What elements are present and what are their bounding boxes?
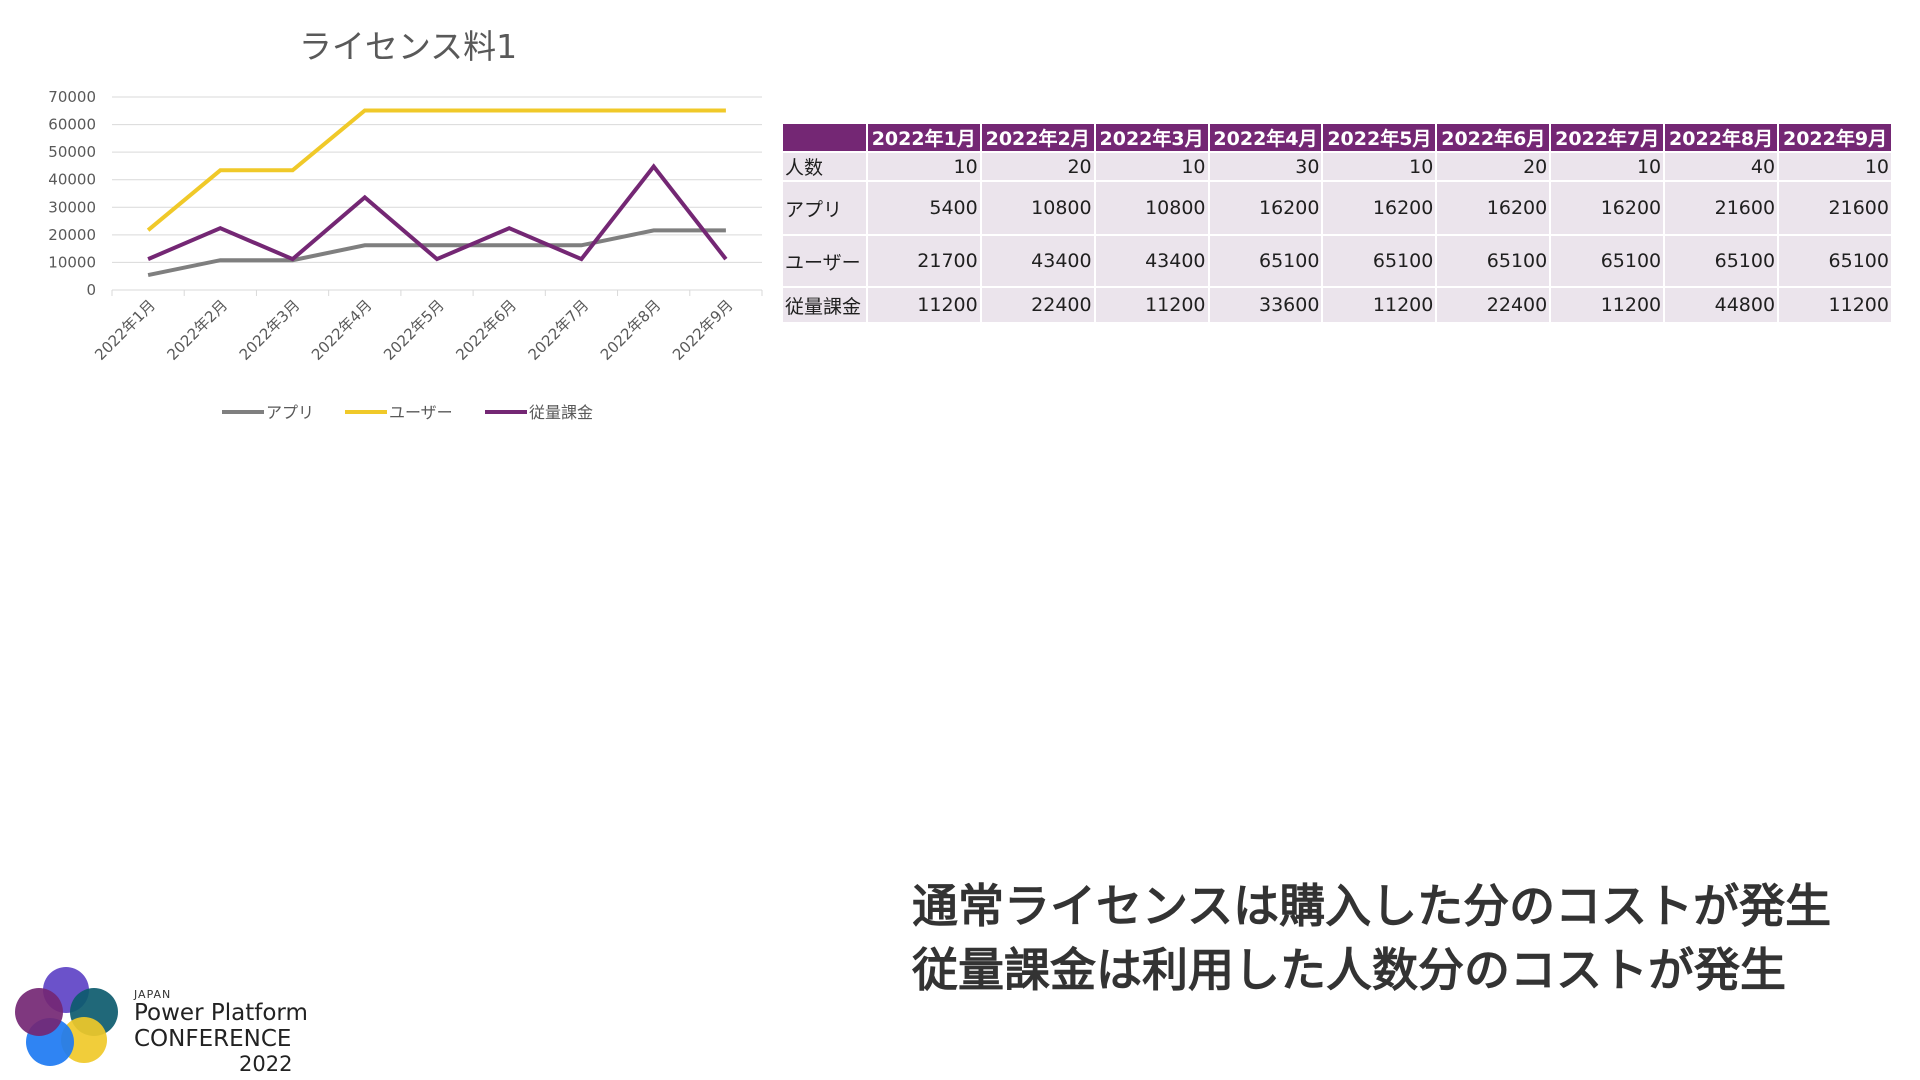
table-cell: 65100 (1323, 236, 1436, 286)
table-cell: 44800 (1665, 288, 1778, 322)
legend-label: アプリ (266, 403, 314, 422)
series-line (146, 108, 726, 232)
table-cell: 16200 (1551, 182, 1664, 234)
table-cell: 65100 (1437, 236, 1550, 286)
table-cell: 11200 (1779, 288, 1891, 322)
table-header-row: 2022年1月 2022年2月 2022年3月 2022年4月 2022年5月 … (783, 124, 1891, 151)
table-cell: 11200 (1095, 288, 1208, 322)
logo-japan-text: JAPAN (134, 988, 172, 1001)
x-tick-label: 2022年2月 (163, 296, 231, 364)
y-tick-label: 70000 (48, 88, 96, 106)
table-cell: 11200 (867, 288, 980, 322)
table-cell: 10 (867, 153, 980, 180)
y-tick-label: 30000 (48, 198, 96, 216)
x-tick-label: 2022年4月 (308, 296, 376, 364)
table-row: ユーザー 21700 43400 43400 65100 65100 65100… (783, 236, 1891, 286)
conference-logo: JAPAN Power Platform CONFERENCE 2022 (10, 960, 310, 1076)
table-row: 人数 10 20 10 30 10 20 10 40 10 (783, 153, 1891, 180)
x-tick-label: 2022年1月 (91, 296, 159, 364)
y-tick-label: 50000 (48, 143, 96, 161)
table-cell: 20 (1437, 153, 1550, 180)
table-cell: 43400 (981, 236, 1094, 286)
table-cell: 65100 (1779, 236, 1891, 286)
table-cell: 11200 (1323, 288, 1436, 322)
table-cell: 40 (1665, 153, 1778, 180)
series-line (147, 228, 726, 278)
logo-circles-icon (15, 967, 118, 1066)
table-cell: 11200 (1551, 288, 1664, 322)
table-cell: 22400 (1437, 288, 1550, 322)
y-tick-label: 20000 (48, 226, 96, 244)
table-header-cell: 2022年9月 (1779, 124, 1891, 151)
table-cell: 21600 (1779, 182, 1891, 234)
series-line (147, 163, 728, 262)
table-cell: 43400 (1095, 236, 1208, 286)
table-cell: 21700 (867, 236, 980, 286)
table-row: アプリ 5400 10800 10800 16200 16200 16200 1… (783, 182, 1891, 234)
y-tick-label: 60000 (48, 116, 96, 134)
table-row: 従量課金 11200 22400 11200 33600 11200 22400… (783, 288, 1891, 322)
table-header-cell: 2022年5月 (1323, 124, 1436, 151)
y-tick-label: 40000 (48, 171, 96, 189)
row-label: アプリ (783, 182, 866, 234)
table-cell: 30 (1209, 153, 1322, 180)
table-cell: 21600 (1665, 182, 1778, 234)
table-cell: 16200 (1209, 182, 1322, 234)
table-cell: 65100 (1209, 236, 1322, 286)
table-cell: 10 (1779, 153, 1891, 180)
x-tick-label: 2022年6月 (452, 296, 520, 364)
row-label: 従量課金 (783, 288, 866, 322)
table-header-cell: 2022年8月 (1665, 124, 1778, 151)
table-cell: 16200 (1437, 182, 1550, 234)
table-header-cell: 2022年6月 (1437, 124, 1550, 151)
caption-line-1: 通常ライセンスは購入した分のコストが発生 (912, 879, 1832, 933)
slide-caption: 通常ライセンスは購入した分のコストが発生 従量課金は利用した人数分のコストが発生 (912, 874, 1892, 1002)
x-tick-label: 2022年3月 (236, 296, 304, 364)
x-tick-label: 2022年9月 (669, 296, 737, 364)
table-header-cell: 2022年3月 (1095, 124, 1208, 151)
data-table: 2022年1月 2022年2月 2022年3月 2022年4月 2022年5月 … (781, 122, 1893, 324)
table-header-cell: 2022年7月 (1551, 124, 1664, 151)
table-header-cell: 2022年2月 (981, 124, 1094, 151)
table-cell: 10 (1551, 153, 1664, 180)
table-header-cell: 2022年1月 (867, 124, 980, 151)
logo-title-line2: CONFERENCE (134, 1026, 292, 1052)
table-cell: 33600 (1209, 288, 1322, 322)
x-tick-label: 2022年7月 (525, 296, 593, 364)
legend-label: 従量課金 (529, 403, 593, 422)
logo-title-line1: Power Platform (134, 1000, 308, 1026)
row-label: ユーザー (783, 236, 866, 286)
table-cell: 65100 (1551, 236, 1664, 286)
table-cell: 65100 (1665, 236, 1778, 286)
table-cell: 10800 (1095, 182, 1208, 234)
table-cell: 20 (981, 153, 1094, 180)
row-label: 人数 (783, 153, 866, 180)
table-cell: 10800 (981, 182, 1094, 234)
legend-label: ユーザー (389, 403, 453, 422)
logo-year: 2022 (239, 1052, 293, 1076)
x-tick-label: 2022年8月 (597, 296, 665, 364)
chart-title: ライセンス料1 (299, 27, 517, 66)
y-tick-label: 10000 (48, 253, 96, 271)
table-cell: 5400 (867, 182, 980, 234)
x-tick-label: 2022年5月 (380, 296, 448, 364)
table-header-cell: 2022年4月 (1209, 124, 1322, 151)
table-cell: 10 (1323, 153, 1436, 180)
line-chart: ライセンス料1 0 10000 20000 30000 40000 50000 60000 70… (0, 0, 780, 440)
table-corner-cell (783, 124, 866, 151)
table-cell: 16200 (1323, 182, 1436, 234)
table-cell: 22400 (981, 288, 1094, 322)
caption-line-2: 従量課金は利用した人数分のコストが発生 (912, 943, 1786, 997)
y-tick-label: 0 (86, 281, 96, 299)
table-cell: 10 (1095, 153, 1208, 180)
